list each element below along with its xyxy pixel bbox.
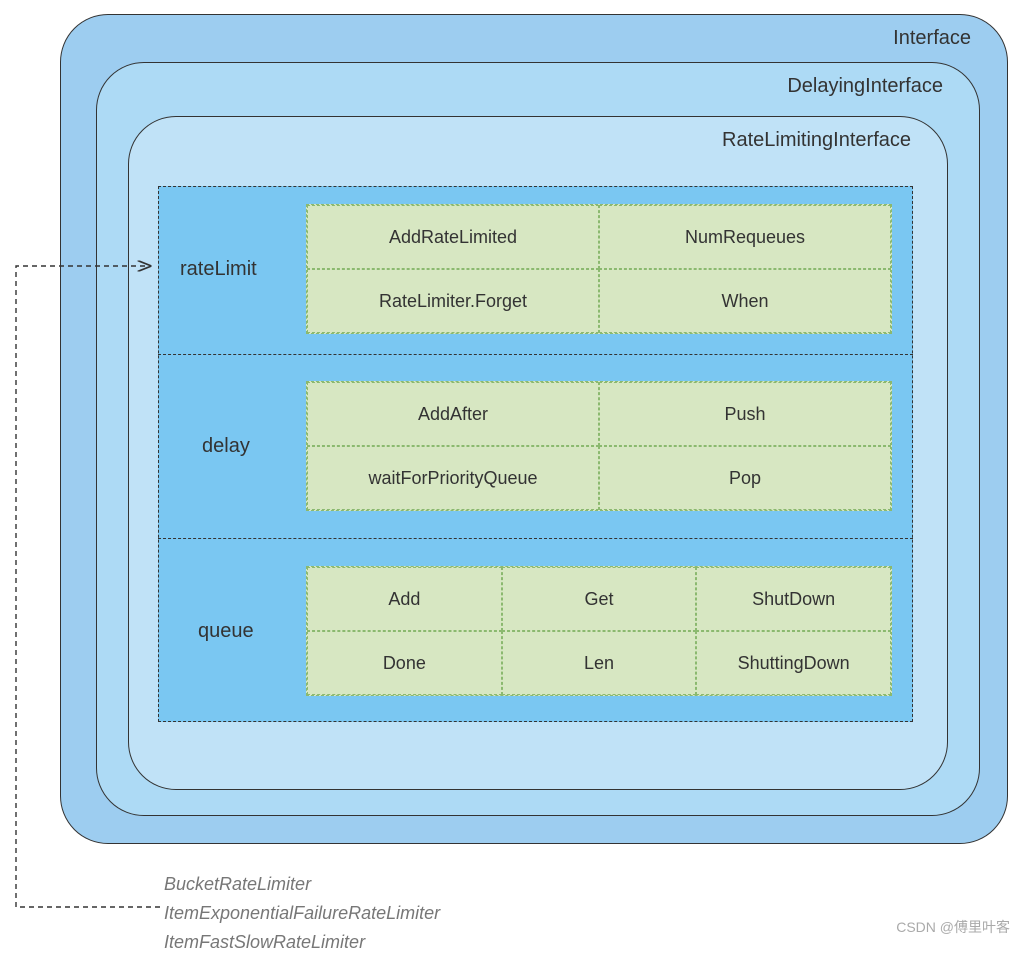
method-pop: Pop <box>599 446 891 510</box>
label-itemexponential: ItemExponentialFailureRateLimiter <box>164 899 440 928</box>
method-addafter: AddAfter <box>307 382 599 446</box>
method-len: Len <box>502 631 697 695</box>
section-label-ratelimit: rateLimit <box>180 258 257 281</box>
method-shutdown: ShutDown <box>696 567 891 631</box>
method-ratelimiterforget: RateLimiter.Forget <box>307 269 599 333</box>
label-bucketratelimiter: BucketRateLimiter <box>164 870 440 899</box>
method-numrequeues: NumRequeues <box>599 205 891 269</box>
bottom-labels: BucketRateLimiter ItemExponentialFailure… <box>164 870 440 956</box>
method-get: Get <box>502 567 697 631</box>
label-delaying: DelayingInterface <box>787 75 943 98</box>
label-itemfastslow: ItemFastSlowRateLimiter <box>164 928 440 957</box>
methods-ratelimit: AddRateLimited NumRequeues RateLimiter.F… <box>306 204 892 334</box>
watermark: CSDN @傅里叶客 <box>896 917 1010 937</box>
method-done: Done <box>307 631 502 695</box>
method-addratelimited: AddRateLimited <box>307 205 599 269</box>
label-ratelimiting: RateLimitingInterface <box>722 129 911 152</box>
section-label-queue: queue <box>198 620 254 643</box>
label-interface: Interface <box>893 27 971 50</box>
method-add: Add <box>307 567 502 631</box>
method-waitforpriorityqueue: waitForPriorityQueue <box>307 446 599 510</box>
section-label-delay: delay <box>202 435 250 458</box>
section-ratelimit: rateLimit AddRateLimited NumRequeues Rat… <box>158 186 913 354</box>
methods-delay: AddAfter Push waitForPriorityQueue Pop <box>306 381 892 511</box>
section-queue: queue Add Get ShutDown Done Len Shutting… <box>158 540 913 722</box>
method-shuttingdown: ShuttingDown <box>696 631 891 695</box>
method-when: When <box>599 269 891 333</box>
section-delay: delay AddAfter Push waitForPriorityQueue… <box>158 354 913 539</box>
methods-queue: Add Get ShutDown Done Len ShuttingDown <box>306 566 892 696</box>
method-push: Push <box>599 382 891 446</box>
